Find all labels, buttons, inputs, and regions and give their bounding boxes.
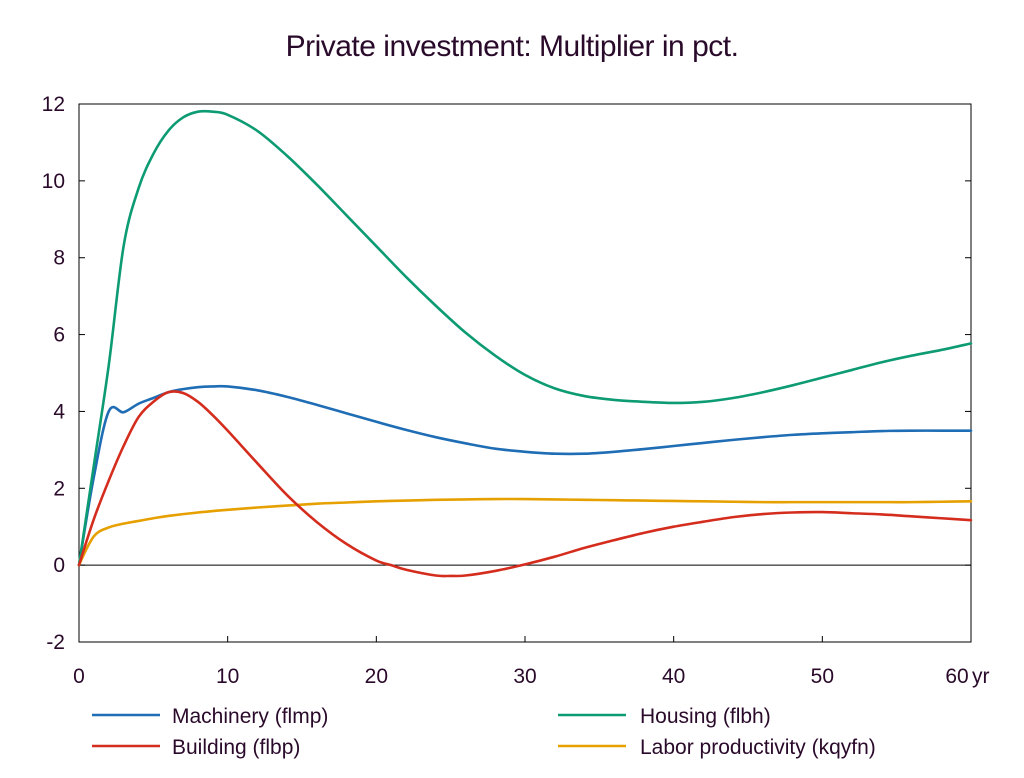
axis-labels: -2 0 2 4 6 8 10 12 0 10 20 30 40 50 60 yr	[42, 93, 990, 688]
x-tick-label: 10	[216, 665, 239, 688]
x-unit-label: yr	[972, 665, 990, 688]
legend-label: Building (flbp)	[172, 736, 300, 759]
x-tick-label: 30	[513, 665, 536, 688]
legend-label: Housing (flbh)	[640, 705, 771, 728]
y-tick-label: 6	[53, 324, 65, 347]
chart-title: Private investment: Multiplier in pct.	[285, 30, 739, 63]
series-line	[77, 109, 973, 567]
y-tick-label: 10	[42, 170, 65, 193]
x-tick-label: 20	[365, 665, 388, 688]
legend-label: Labor productivity (kqyfn)	[640, 736, 876, 759]
axis-ticks	[78, 103, 972, 643]
y-tick-label: 12	[42, 93, 65, 116]
x-tick-label: 40	[662, 665, 685, 688]
x-tick-label: 60	[945, 665, 968, 688]
legend: Machinery (flmp) Housing (flbh) Building (…	[92, 705, 876, 759]
y-tick-label: 0	[53, 554, 65, 577]
x-tick-label: 0	[73, 665, 85, 688]
y-tick-label: 2	[53, 477, 65, 500]
y-tick-label: 8	[53, 247, 65, 270]
series-line	[77, 497, 973, 567]
series-line	[77, 384, 973, 567]
x-tick-label: 50	[811, 665, 834, 688]
legend-label: Machinery (flmp)	[172, 705, 328, 728]
y-tick-label: -2	[46, 631, 65, 654]
series-line	[77, 390, 973, 578]
series-lines	[77, 109, 973, 578]
y-tick-label: 4	[53, 400, 65, 423]
